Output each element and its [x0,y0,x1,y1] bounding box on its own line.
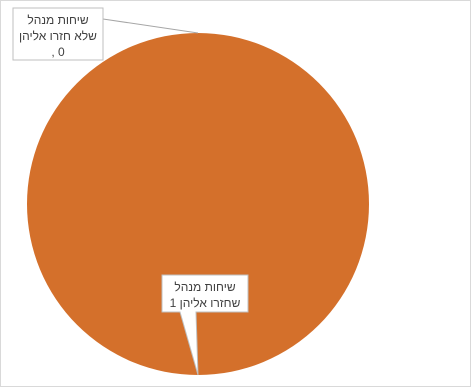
data-label-line-0-1: שלא חזרו אליהן [19,29,97,43]
data-label-line-0-0: שיחות מנהל [27,13,88,27]
data-label-line-1-0: שיחות מנהל [174,280,235,294]
data-label-1: שיחות מנהל שחזרו אליהן 1 [161,274,249,376]
data-label-line-1-1: שחזרו אליהן 1 [170,296,241,310]
leader-line-0 [102,18,199,34]
data-label-box-1 [161,274,249,376]
pie-slice-1 [27,33,369,375]
data-label-box-0 [12,7,104,61]
data-label-0: שיחות מנהל שלא חזרו אליהן 0 , [12,7,104,61]
data-label-line-0-2: 0 , [51,45,65,59]
